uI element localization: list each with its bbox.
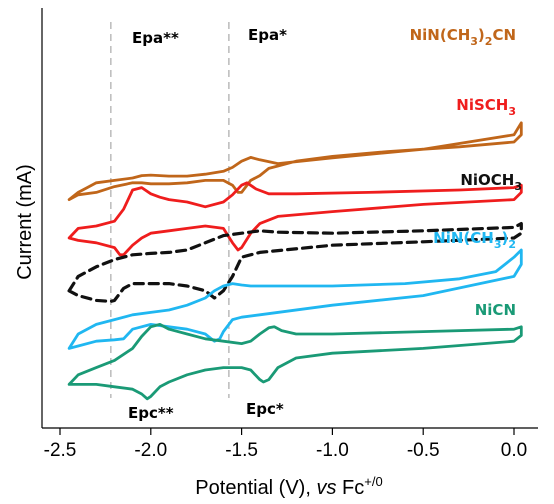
x-axis-title-sup: +/0 bbox=[364, 474, 382, 489]
cv-curves bbox=[67, 121, 523, 401]
x-tick-label-1: -2.5 bbox=[44, 440, 77, 461]
series-label-part: ) bbox=[478, 26, 485, 44]
series-label-part: 3 bbox=[470, 35, 478, 48]
annotation-epa-1: Epa* bbox=[248, 26, 287, 44]
series-label-part: CN bbox=[492, 26, 516, 44]
series-label-4: NiN(CH3)2 bbox=[433, 229, 516, 251]
cv-curve-3 bbox=[67, 222, 523, 303]
series-label-part: 3 bbox=[494, 238, 502, 251]
cv-curve-5 bbox=[67, 323, 523, 401]
x-axis-title-vs: vs bbox=[316, 477, 336, 499]
series-label-1: NiN(CH3)2CN bbox=[410, 26, 516, 48]
series-label-part: 2 bbox=[508, 238, 516, 251]
x-tick-label-5: -0.5 bbox=[407, 440, 440, 461]
axes bbox=[41, 8, 538, 429]
x-tick-label-6: 0.0 bbox=[501, 440, 527, 461]
series-label-2: NiSCH3 bbox=[456, 96, 516, 118]
series-label-part: ) bbox=[501, 229, 508, 247]
x-tick-label-3: -1.5 bbox=[225, 440, 258, 461]
series-label-part: NiCN bbox=[475, 301, 516, 319]
x-axis-title-main: Potential (V), bbox=[195, 477, 316, 499]
series-label-part: 2 bbox=[485, 35, 493, 48]
series-label-5: NiCN bbox=[475, 301, 516, 319]
x-tick-label-4: -1.0 bbox=[316, 440, 349, 461]
series-label-part: 3 bbox=[514, 180, 522, 193]
annotation-epa-2: Epa** bbox=[132, 29, 179, 47]
series-label-part: NiN(CH bbox=[433, 229, 494, 247]
x-axis-title-ref: Fc bbox=[336, 477, 364, 499]
y-axis-title: Current (mA) bbox=[14, 164, 36, 280]
reference-guides bbox=[110, 22, 230, 398]
x-ticks: -2.5 -2.0 -1.5 -1.0 -0.5 0.0 bbox=[44, 428, 527, 461]
series-label-part: 3 bbox=[508, 105, 516, 118]
series-label-3: NiOCH3 bbox=[460, 171, 522, 193]
annotation-epc-2: Epc** bbox=[128, 404, 174, 422]
annotation-epc-1: Epc* bbox=[246, 400, 284, 418]
series-label-part: NiN(CH bbox=[410, 26, 471, 44]
x-axis-title: Potential (V), vs Fc+/0 bbox=[195, 474, 382, 499]
series-label-part: NiSCH bbox=[456, 96, 508, 114]
series-label-part: NiOCH bbox=[460, 171, 514, 189]
cv-curve-2 bbox=[67, 181, 523, 257]
cv-curve-1 bbox=[67, 121, 523, 201]
x-tick-label-2: -2.0 bbox=[134, 440, 167, 461]
